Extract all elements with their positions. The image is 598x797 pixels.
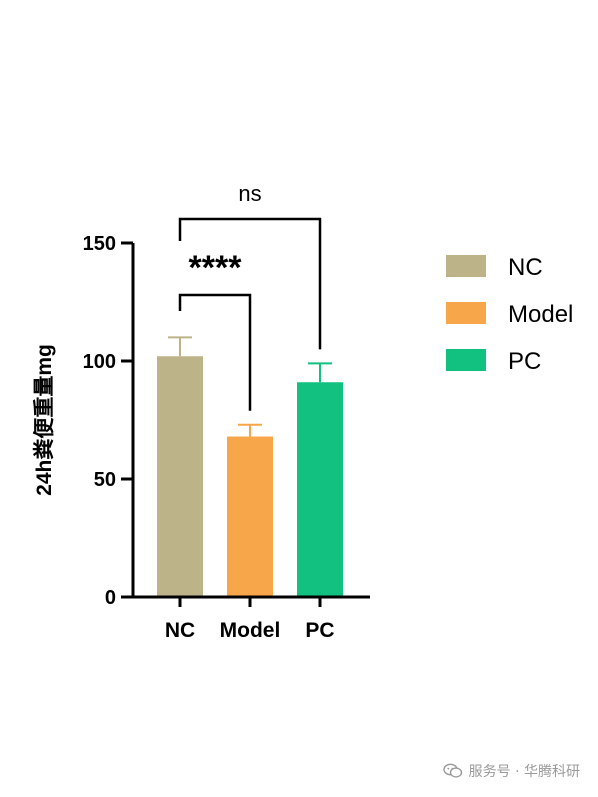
watermark: 服务号 · 华腾科研	[442, 761, 580, 781]
legend-swatch-model	[446, 302, 486, 324]
error-bar-model	[238, 423, 262, 437]
significance-label-nc-pc: ns	[238, 181, 261, 206]
error-bar-pc	[308, 362, 332, 383]
bar-nc	[157, 356, 203, 597]
bar-model	[227, 436, 273, 597]
axes-layer: 0 50 100 150 NC Model PC	[83, 233, 370, 642]
y-tick-label-100: 100	[83, 351, 116, 373]
bars-layer	[157, 356, 343, 597]
legend-label-pc: PC	[508, 348, 541, 375]
legend-swatch-pc	[446, 349, 486, 371]
legend: NC Model PC	[446, 254, 573, 375]
significance-bracket-nc-model	[178, 293, 252, 411]
error-bars-layer	[168, 336, 332, 437]
x-tick-label-nc: NC	[165, 619, 195, 642]
error-bar-nc	[168, 336, 192, 357]
y-tick-label-150: 150	[83, 233, 116, 255]
y-tick-label-50: 50	[94, 469, 116, 491]
y-tick-label-0: 0	[105, 587, 116, 609]
x-tick-label-model: Model	[220, 619, 281, 642]
significance-bracket-nc-pc	[178, 217, 322, 350]
wechat-icon	[442, 763, 462, 778]
legend-swatch-nc	[446, 255, 486, 277]
legend-label-nc: NC	[508, 254, 543, 281]
watermark-text: 服务号 · 华腾科研	[468, 764, 580, 780]
x-tick-label-pc: PC	[305, 619, 334, 642]
bar-pc	[297, 382, 343, 597]
y-axis-label: 24h粪便重量mg	[32, 344, 56, 496]
significance-layer: **** ns	[178, 181, 322, 411]
significance-label-nc-model: ****	[189, 249, 243, 287]
legend-label-model: Model	[508, 301, 573, 328]
